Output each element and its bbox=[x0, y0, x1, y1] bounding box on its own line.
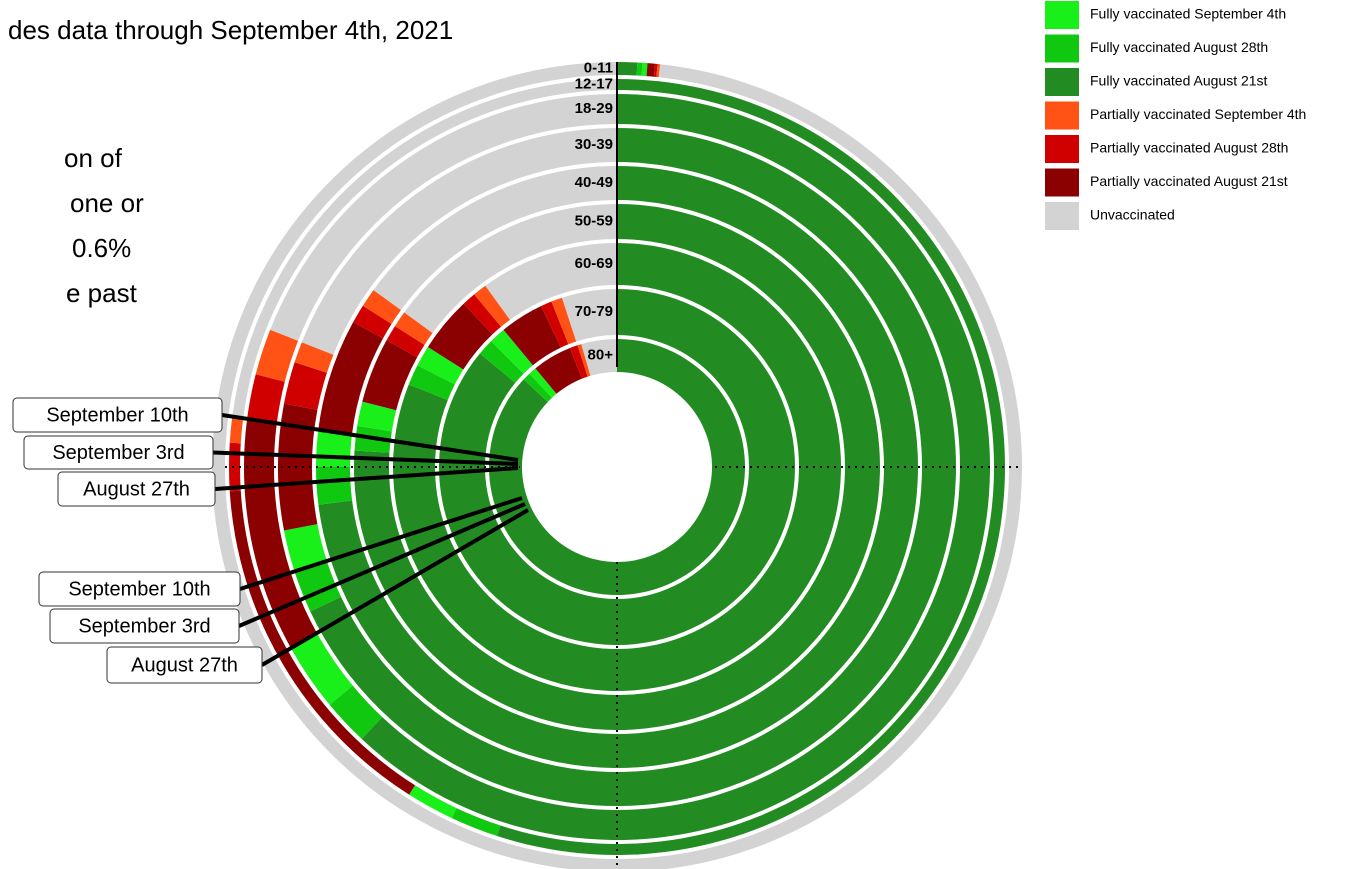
callout-line bbox=[239, 496, 523, 591]
ring-segment bbox=[417, 346, 464, 385]
callout-box bbox=[12, 397, 223, 433]
subtitle: des data through September 4th, 2021 bbox=[8, 15, 453, 45]
ring-segment bbox=[357, 401, 397, 432]
callout-label: August 27th bbox=[131, 654, 238, 676]
callout-box bbox=[49, 608, 240, 644]
ring-segment bbox=[255, 329, 299, 382]
ring-segment bbox=[284, 362, 327, 410]
ring-segment bbox=[577, 344, 591, 377]
ring-segment bbox=[228, 442, 241, 492]
ring-segment bbox=[373, 166, 617, 311]
callout-line bbox=[260, 508, 530, 667]
ring-segment bbox=[474, 285, 511, 327]
legend-label: Unvaccinated bbox=[1090, 207, 1175, 223]
ring-segment bbox=[318, 321, 384, 434]
ring-segment bbox=[362, 340, 418, 411]
ring-segment bbox=[277, 403, 318, 531]
body-text: 0.6% bbox=[72, 233, 131, 263]
ring-segment bbox=[386, 326, 425, 358]
ring-segment bbox=[523, 373, 552, 402]
ring-segment bbox=[535, 347, 583, 394]
callout-label: September 10th bbox=[68, 578, 210, 600]
callout-line bbox=[221, 413, 519, 462]
ring-segment bbox=[656, 64, 661, 78]
ring-segment bbox=[581, 339, 617, 376]
ring-label: 12-17 bbox=[575, 75, 613, 92]
legend-label: Partially vaccinated September 4th bbox=[1090, 106, 1306, 122]
ring-segment bbox=[232, 79, 617, 420]
ring-segment bbox=[290, 632, 353, 705]
legend-label: Fully vaccinated September 4th bbox=[1090, 6, 1286, 22]
ring-segment bbox=[569, 345, 588, 379]
legend-swatch bbox=[1045, 34, 1079, 63]
ring-segment bbox=[404, 204, 617, 333]
callout-line bbox=[212, 450, 519, 466]
ring-segment bbox=[451, 808, 501, 837]
callout-box bbox=[57, 471, 216, 507]
ring-segment bbox=[394, 312, 433, 345]
ring-segment bbox=[270, 94, 617, 341]
ring-label: 40-49 bbox=[575, 174, 613, 191]
ring-label: 30-39 bbox=[575, 136, 613, 153]
callout-box bbox=[38, 571, 241, 607]
ring-segment bbox=[353, 305, 392, 339]
ring-segment bbox=[646, 63, 656, 77]
ring-segment bbox=[485, 243, 617, 320]
ring-segment bbox=[409, 785, 457, 819]
ring-segment bbox=[427, 303, 493, 370]
ring-segment bbox=[641, 62, 648, 77]
ring-segment bbox=[246, 374, 285, 425]
ring-segment bbox=[244, 420, 317, 647]
ring-segment bbox=[316, 467, 353, 505]
callout-label: September 3rd bbox=[78, 615, 210, 637]
callout-box bbox=[23, 435, 214, 470]
ring-segment bbox=[541, 301, 569, 348]
ring-segment bbox=[529, 368, 557, 398]
ring-segment bbox=[362, 290, 401, 324]
legend-swatch bbox=[1045, 101, 1079, 130]
ring-label: 0-11 bbox=[584, 59, 613, 76]
ring-label: 60-69 bbox=[575, 255, 613, 272]
body-text: e past bbox=[66, 278, 138, 308]
ring-segment bbox=[361, 94, 991, 841]
legend-swatch bbox=[1045, 68, 1079, 96]
ring-segment bbox=[653, 63, 658, 77]
callout-line bbox=[214, 466, 519, 491]
ring-segment bbox=[551, 297, 577, 345]
callout-box bbox=[106, 646, 263, 684]
ring-label: 18-29 bbox=[575, 100, 613, 117]
body-text: on of bbox=[64, 143, 123, 173]
body-text: one or bbox=[70, 188, 144, 218]
ring-segment bbox=[491, 329, 533, 374]
ring-label: 70-79 bbox=[575, 303, 613, 320]
ring-segment bbox=[479, 341, 524, 383]
ring-segment bbox=[463, 294, 501, 335]
ring-segment bbox=[284, 524, 327, 572]
callout-label: September 10th bbox=[46, 404, 188, 426]
legend-label: Partially vaccinated August 21st bbox=[1090, 173, 1288, 189]
callout-label: August 27th bbox=[83, 478, 190, 500]
ring-segment bbox=[636, 62, 643, 76]
ring-segment bbox=[229, 418, 243, 444]
ring-label: 50-59 bbox=[575, 212, 613, 229]
callout-line bbox=[238, 502, 526, 628]
legend-label: Fully vaccinated August 21st bbox=[1090, 73, 1268, 89]
ring-segment bbox=[329, 685, 383, 739]
ring-segment bbox=[617, 62, 638, 76]
ring-segment bbox=[294, 342, 334, 373]
legend-label: Fully vaccinated August 28th bbox=[1090, 39, 1268, 55]
ring-label: 80+ bbox=[588, 346, 614, 363]
legend-swatch bbox=[1045, 1, 1079, 29]
ring-segment bbox=[561, 289, 617, 342]
legend-swatch bbox=[1045, 135, 1079, 163]
legend-swatch bbox=[1045, 168, 1079, 197]
callout-label: September 3rd bbox=[52, 442, 184, 464]
legend-swatch bbox=[1045, 202, 1079, 230]
ring-segment bbox=[301, 128, 617, 355]
legend-label: Partially vaccinated August 28th bbox=[1090, 140, 1288, 156]
ring-segment bbox=[503, 305, 561, 366]
ring-segment bbox=[408, 365, 455, 401]
